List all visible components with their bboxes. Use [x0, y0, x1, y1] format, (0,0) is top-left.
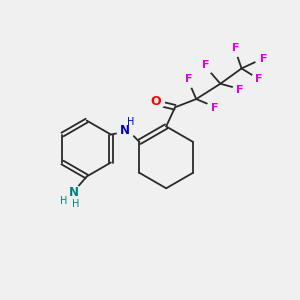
Text: N: N [120, 124, 130, 137]
Text: N: N [68, 186, 78, 199]
Text: H: H [72, 199, 80, 209]
Text: H: H [127, 117, 134, 127]
Text: O: O [150, 95, 160, 108]
Text: F: F [236, 85, 244, 94]
Text: F: F [232, 43, 239, 52]
Text: F: F [260, 54, 267, 64]
Text: F: F [255, 74, 262, 84]
Text: F: F [185, 74, 193, 84]
Text: H: H [60, 196, 68, 206]
Text: F: F [211, 103, 218, 113]
Text: F: F [202, 60, 209, 70]
